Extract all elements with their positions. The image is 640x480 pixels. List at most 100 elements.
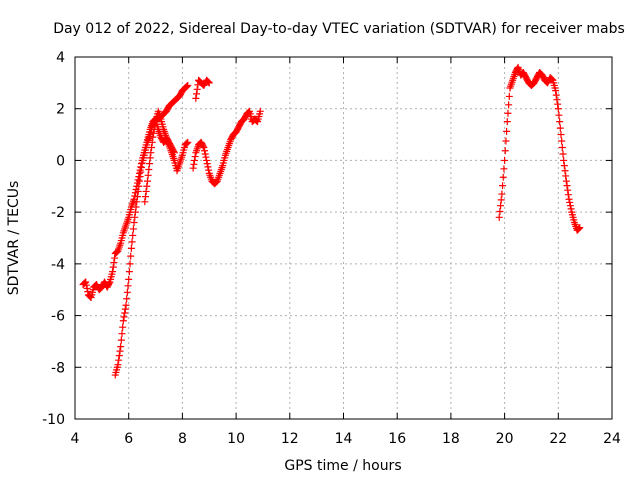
- data-point: [143, 182, 151, 190]
- data-point: [127, 252, 135, 260]
- x-tick-label: 12: [281, 431, 299, 447]
- data-point: [497, 196, 505, 204]
- data-point: [184, 138, 192, 146]
- y-tick-label: 4: [56, 50, 65, 66]
- data-point: [124, 282, 132, 290]
- data-point: [117, 343, 125, 351]
- data-point: [505, 101, 513, 109]
- data-point: [193, 85, 201, 93]
- data-point: [149, 133, 157, 141]
- data-point: [566, 198, 574, 206]
- data-point: [183, 139, 191, 147]
- y-tick-label: -10: [42, 412, 65, 428]
- data-point: [567, 205, 575, 213]
- data-point: [116, 347, 124, 355]
- data-point: [122, 301, 130, 309]
- data-point: [548, 75, 556, 83]
- data-point: [120, 313, 128, 321]
- data-point: [562, 177, 570, 185]
- data-point: [131, 208, 139, 216]
- data-point: [182, 140, 190, 148]
- data-point: [501, 156, 509, 164]
- data-point: [556, 118, 564, 126]
- data-point: [82, 278, 90, 286]
- data-point: [205, 166, 213, 174]
- data-point: [127, 244, 135, 252]
- data-point: [132, 203, 140, 211]
- data-point: [147, 149, 155, 157]
- y-tick-label: 2: [56, 102, 65, 118]
- data-point: [498, 190, 506, 198]
- data-point: [137, 168, 145, 176]
- data-point: [121, 305, 129, 313]
- data-point: [170, 149, 178, 157]
- data-point: [505, 92, 513, 100]
- y-tick-label: -2: [51, 205, 65, 221]
- data-point: [201, 147, 209, 155]
- data-point: [503, 127, 511, 135]
- data-point: [109, 268, 117, 276]
- data-point: [560, 162, 568, 170]
- data-point: [143, 177, 151, 185]
- x-tick-label: 14: [335, 431, 353, 447]
- data-point: [496, 207, 504, 215]
- data-point: [119, 317, 127, 325]
- x-tick-labels: 4 6 8 10 12 14 16 18 20 22 24: [71, 431, 621, 447]
- data-point: [552, 87, 560, 95]
- x-tick-label: 24: [603, 431, 621, 447]
- data-point: [555, 111, 563, 119]
- data-point: [148, 144, 156, 151]
- data-point: [501, 147, 509, 155]
- data-point: [191, 153, 199, 161]
- data-point: [575, 224, 583, 232]
- data-point: [256, 107, 264, 115]
- data-point: [204, 78, 212, 86]
- data-point: [133, 193, 141, 201]
- data-point: [144, 171, 152, 179]
- data-point: [189, 164, 197, 172]
- data-point: [200, 144, 208, 151]
- data-point: [190, 160, 198, 168]
- data-point: [151, 122, 159, 130]
- data-point: [111, 254, 119, 262]
- data-point: [499, 173, 507, 181]
- x-tick-label: 6: [124, 431, 133, 447]
- data-point: [125, 275, 133, 283]
- chart-title: Day 012 of 2022, Sidereal Day-to-day VTE…: [53, 21, 625, 37]
- data-point: [557, 131, 565, 139]
- data-point: [123, 295, 131, 303]
- data-point: [141, 193, 149, 201]
- data-point: [130, 218, 138, 226]
- data-point: [128, 238, 136, 246]
- series-prn-b: [111, 115, 192, 379]
- x-tick-label: 16: [388, 431, 406, 447]
- data-point: [137, 164, 145, 172]
- data-point: [150, 125, 158, 133]
- data-point: [134, 187, 142, 195]
- data-point: [564, 191, 572, 199]
- y-tick-label: -4: [51, 257, 65, 273]
- data-point: [119, 323, 127, 331]
- data-point: [182, 83, 190, 91]
- data-point: [126, 260, 134, 268]
- data-point: [136, 173, 144, 181]
- data-point: [135, 169, 143, 177]
- grid-lines: [75, 57, 612, 419]
- data-point: [504, 109, 512, 117]
- data-point: [205, 78, 213, 86]
- data-point: [502, 137, 510, 145]
- data-point: [125, 268, 133, 276]
- data-point: [84, 288, 92, 296]
- data-point: [141, 198, 149, 206]
- x-tick-label: 8: [178, 431, 187, 447]
- data-point: [129, 225, 137, 233]
- data-point: [131, 213, 139, 221]
- data-point: [548, 76, 556, 84]
- data-point: [170, 147, 178, 155]
- data-point: [121, 309, 129, 317]
- y-tick-label: -6: [51, 309, 65, 325]
- y-tick-label: 0: [56, 153, 65, 169]
- data-point: [558, 144, 566, 151]
- data-point: [553, 96, 561, 104]
- data-point: [202, 153, 210, 161]
